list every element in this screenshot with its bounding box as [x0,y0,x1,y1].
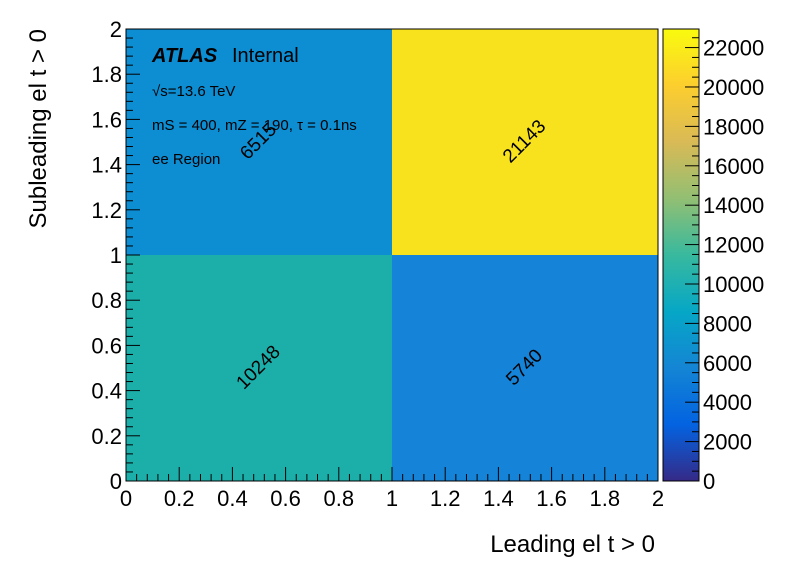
colorbar-ticks: 0 2000 4000 6000 8000 10000 12000 14000 16000 180… [685,36,764,494]
x-tick-label: 1.6 [536,486,567,511]
heatmap-cell-3 [392,29,658,255]
y-tick-label: 1.4 [91,153,122,178]
y-tick-label: 0 [110,469,122,494]
x-tick-label: 0 [120,486,132,511]
y-tick-label: 1.8 [91,62,122,87]
colorbar-tick-label: 12000 [703,233,764,258]
heatmap-cells [126,29,658,481]
colorbar: 0 2000 4000 6000 8000 10000 12000 14000 16000 180… [662,28,764,494]
params-label: mS = 400, mZ = 190, τ = 0.1ns [152,117,357,134]
colorbar-tick-label: 10000 [703,272,764,297]
x-tick-label: 0.6 [270,486,301,511]
y-axis: 0 0.2 0.4 0.6 0.8 1 1.2 1.4 1.6 1.8 2 [91,17,140,494]
x-tick-label: 0.4 [217,486,248,511]
colorbar-frame [662,28,700,482]
colorbar-tick-label: 16000 [703,154,764,179]
annotation-block: ATLAS Internal √s=13.6 TeV mS = 400, mZ … [151,45,357,168]
colorbar-tick-label: 6000 [703,351,752,376]
x-axis: 0 0.2 0.4 0.6 0.8 1 1.2 1.4 1.6 1.8 2 [120,467,664,511]
atlas-label: ATLAS [151,45,218,67]
heatmap-cell-2 [126,29,392,255]
x-tick-label: 0.8 [324,486,355,511]
heatmap-cell-0 [126,255,392,481]
y-tick-label: 0.6 [91,333,122,358]
region-label: ee Region [152,151,220,168]
y-tick-label: 1 [110,243,122,268]
x-tick-label: 1.4 [483,486,514,511]
colorbar-tick-label: 4000 [703,390,752,415]
x-tick-label: 0.2 [164,486,195,511]
x-tick-label: 1.8 [590,486,621,511]
atlas-status-label: Internal [232,45,299,67]
y-axis-title: Subleading el t > 0 [25,29,52,229]
colorbar-gradient [663,29,699,481]
colorbar-tick-label: 18000 [703,114,764,139]
colorbar-tick-label: 0 [703,469,715,494]
y-tick-label: 1.6 [91,107,122,132]
energy-label: √s=13.6 TeV [152,83,235,100]
y-tick-label: 0.4 [91,379,122,404]
colorbar-tick-label: 14000 [703,193,764,218]
y-tick-label: 2 [110,17,122,42]
colorbar-tick-label: 20000 [703,75,764,100]
x-tick-label: 1.2 [430,486,461,511]
colorbar-tick-label: 22000 [703,36,764,61]
colorbar-tick-label: 8000 [703,311,752,336]
x-axis-title: Leading el t > 0 [490,531,655,558]
y-tick-label: 0.8 [91,288,122,313]
colorbar-tick-label: 2000 [703,430,752,455]
y-tick-label: 0.2 [91,424,122,449]
heatmap-cell-1 [392,255,658,481]
x-tick-label: 1 [386,486,398,511]
y-tick-label: 1.2 [91,198,122,223]
x-tick-label: 2 [652,486,664,511]
